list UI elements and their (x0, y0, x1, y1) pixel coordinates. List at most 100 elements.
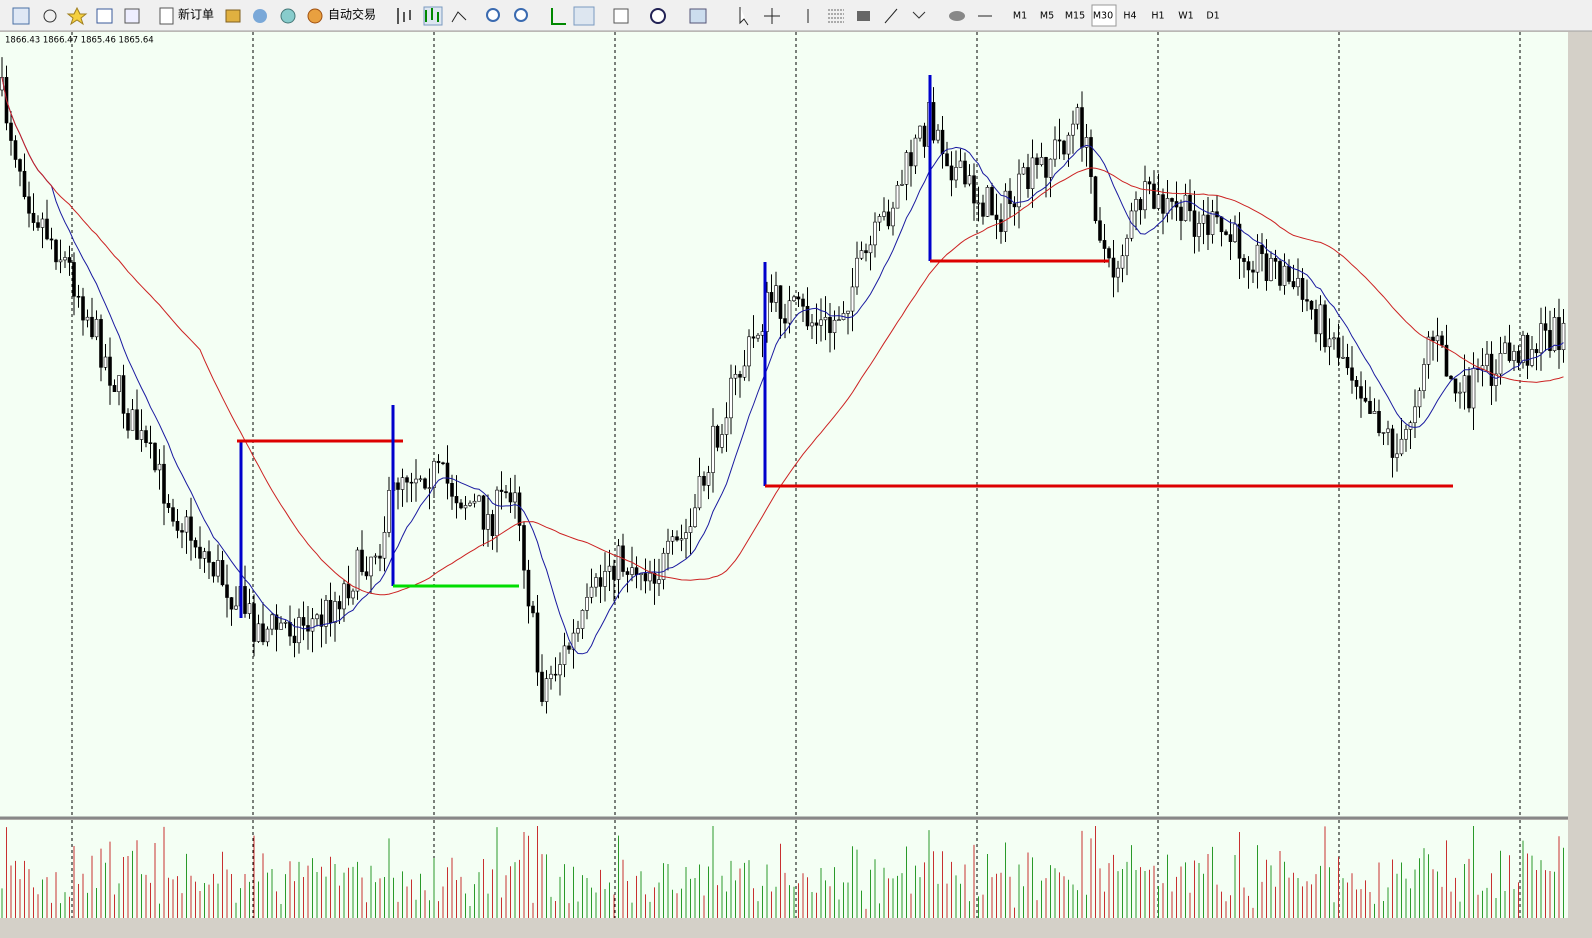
tester-icon[interactable] (124, 8, 140, 24)
candle-body (549, 673, 553, 679)
candle-body (594, 577, 598, 588)
news-icon[interactable] (280, 8, 296, 24)
candles (0, 57, 1566, 714)
candle-body (531, 605, 535, 614)
new-order-icon[interactable] (159, 7, 174, 25)
new-order-button[interactable]: 新订单 (178, 7, 214, 22)
window-icon[interactable] (96, 8, 113, 24)
rectangle-icon[interactable] (857, 11, 870, 21)
auto-trading-icon[interactable] (307, 8, 323, 24)
candle-body (711, 425, 715, 473)
candle-body (355, 549, 360, 592)
candle-body (832, 319, 837, 334)
fibo-icon[interactable] (828, 9, 844, 23)
timeframe-button[interactable]: H4 (1123, 11, 1136, 22)
arrows-icon[interactable] (912, 11, 926, 19)
candle-body (117, 375, 121, 392)
navigator-icon[interactable] (43, 9, 57, 23)
candle-body (1035, 157, 1039, 165)
candle-body (468, 502, 472, 506)
candle-body (1291, 281, 1296, 288)
candle-body (1089, 137, 1093, 177)
candle-body (1480, 365, 1485, 370)
zoom-in-icon[interactable] (486, 8, 500, 22)
zoom-out-icon[interactable] (514, 8, 528, 22)
line-chart-icon[interactable] (451, 11, 467, 23)
favorites-icon[interactable] (66, 6, 88, 26)
candle-body (1494, 373, 1498, 386)
candle-body (1296, 277, 1300, 288)
candle-body (364, 571, 369, 577)
candle-body (90, 316, 94, 338)
candle-body (598, 577, 603, 587)
candle-body (1264, 253, 1269, 281)
signals-icon[interactable] (253, 9, 267, 23)
candle-body (1309, 300, 1314, 310)
candle-body (1516, 351, 1521, 363)
candle-body (1152, 183, 1156, 209)
candle-body (148, 442, 153, 444)
market-icon[interactable] (225, 9, 241, 23)
candle-body (612, 565, 616, 580)
timeframe-button[interactable]: M15 (1065, 11, 1085, 22)
periods-icon[interactable] (650, 8, 666, 24)
candle-body (351, 590, 355, 599)
candle-body (112, 385, 117, 392)
candle-body (1021, 167, 1026, 175)
candle-body (1512, 351, 1516, 361)
candle-body (1561, 322, 1566, 351)
candle-body (1489, 353, 1494, 386)
candle-body (1350, 367, 1354, 381)
candle-body (477, 495, 481, 502)
candle-body (585, 597, 589, 611)
candle-body (625, 571, 630, 575)
candle-body (945, 153, 949, 167)
ellipse-icon[interactable] (949, 11, 965, 21)
templates-icon[interactable] (689, 8, 707, 24)
candle-body (922, 125, 927, 147)
candle-body (810, 322, 814, 327)
candle-body (1242, 257, 1246, 262)
candle-body (774, 285, 778, 303)
status-area (0, 918, 1592, 934)
autoscroll-icon[interactable] (551, 8, 566, 25)
cursor-icon[interactable] (739, 7, 749, 26)
candle-body (1062, 140, 1066, 155)
candle-body (1462, 375, 1467, 393)
price-pane (0, 32, 1568, 817)
candle-body (1170, 198, 1174, 202)
candle-body (1327, 338, 1332, 348)
timeframe-button[interactable]: W1 (1178, 11, 1193, 22)
candle-body (913, 137, 918, 167)
candle-body (1111, 257, 1116, 278)
trendline-icon[interactable] (884, 8, 898, 24)
candle-body (1084, 137, 1089, 148)
candle-body (1179, 206, 1183, 221)
candle-body (1525, 334, 1530, 366)
timeframe-button[interactable]: M1 (1013, 11, 1027, 22)
crosshair-icon[interactable] (764, 8, 780, 24)
candle-body (211, 562, 216, 577)
candle-body (873, 221, 877, 246)
bar-chart-icon[interactable] (397, 8, 411, 24)
timeframe-button[interactable]: M5 (1040, 11, 1054, 22)
candle-body (1008, 190, 1012, 204)
timeframe-button[interactable]: H1 (1151, 11, 1164, 22)
new-chart-icon[interactable] (12, 7, 30, 25)
chart-shift-icon[interactable] (573, 6, 595, 26)
candle-body (562, 645, 567, 665)
candle-body (135, 409, 139, 440)
candle-body (45, 218, 49, 240)
timeframe-button[interactable]: D1 (1206, 11, 1219, 22)
auto-trading-button[interactable]: 自动交易 (328, 7, 376, 22)
timeframe-button[interactable]: M30 (1093, 11, 1113, 22)
candle-body (1485, 353, 1489, 367)
indicators-icon[interactable] (613, 8, 629, 24)
candle-body (580, 610, 585, 629)
candle-body (684, 532, 688, 539)
candle-body (1071, 123, 1075, 136)
candle-body (724, 417, 729, 435)
window-edge (1568, 32, 1592, 918)
candle-body (207, 551, 211, 563)
